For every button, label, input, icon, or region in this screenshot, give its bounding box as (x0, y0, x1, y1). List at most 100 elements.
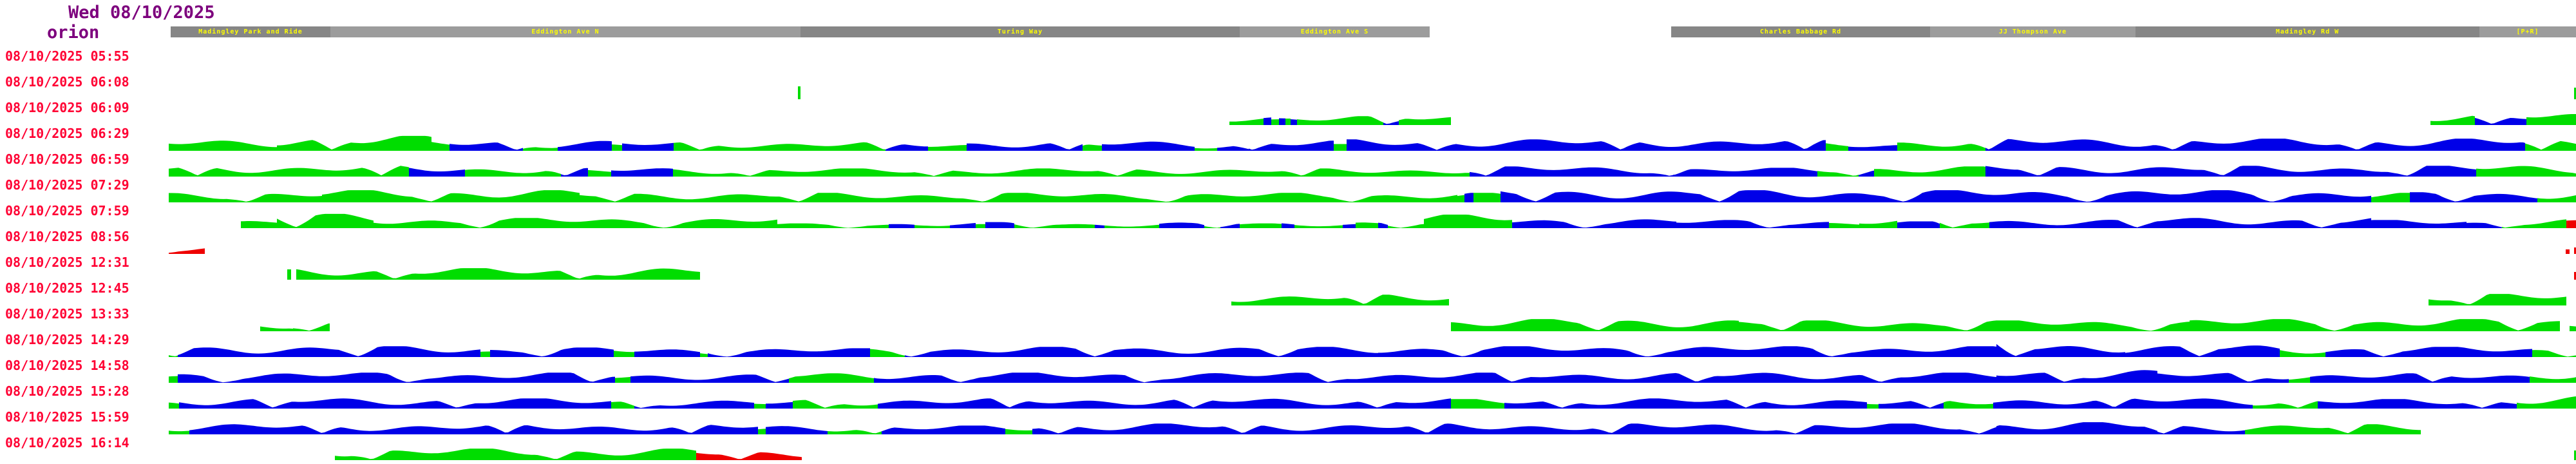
speed-band-segment (754, 403, 766, 409)
title-date: Wed 08/10/2025 (68, 3, 215, 23)
speed-band-segment (2502, 219, 2566, 228)
speed-band-segment (2245, 424, 2421, 434)
speed-band-segment (2475, 117, 2526, 125)
journey-timestamp: 08/10/2025 06:29 (5, 126, 129, 141)
speed-band-segment (1264, 117, 1271, 125)
speed-band-segment (169, 140, 277, 151)
journey-timestamp: 08/10/2025 15:59 (5, 409, 129, 425)
speed-band-segment (976, 224, 985, 228)
speed-band-segment (178, 346, 480, 357)
speed-band-segment (277, 213, 374, 228)
speed-band-segment (2574, 272, 2576, 280)
header-segment: Madingley Park and Ride (171, 26, 330, 37)
speed-band-segment (828, 430, 882, 434)
speed-band-segment (2566, 249, 2570, 254)
journey-timestamp: 08/10/2025 15:28 (5, 383, 129, 399)
speed-band-segment (2467, 222, 2502, 228)
speed-band-segment (1271, 119, 1279, 125)
speed-band-segment (1996, 343, 2125, 357)
speed-band-segment (1989, 220, 2138, 228)
speed-band-segment (882, 425, 1005, 434)
speed-band-segment (914, 225, 950, 228)
speed-band-segment (874, 372, 1996, 383)
speed-band-segment (2310, 373, 2530, 383)
speed-band-segment (798, 86, 800, 99)
speed-band-segment (2253, 401, 2318, 409)
speed-band-segment (1032, 423, 1996, 434)
speed-band-segment (1817, 171, 1859, 177)
speed-band-segment (1005, 429, 1032, 434)
speed-band-segment (2138, 218, 2371, 228)
speed-band-segment (1383, 121, 1399, 125)
speed-band-segment (2371, 220, 2467, 228)
speed-band-segment (1996, 370, 2157, 383)
speed-band-segment (1217, 146, 1249, 151)
speed-band-segment (1451, 399, 1504, 409)
speed-band-segment (1159, 222, 1204, 228)
speed-band-segment (1897, 142, 1985, 151)
speed-band-segment (1470, 166, 1674, 177)
speed-band-segment (2574, 88, 2576, 99)
speed-band-segment (2566, 220, 2576, 228)
speed-band-segment (674, 142, 886, 151)
speed-band-segment (1291, 119, 1297, 125)
speed-band-segment (2157, 426, 2245, 434)
speed-band-segment (293, 323, 330, 331)
speed-band-segment (169, 166, 409, 177)
header-segment-label: Eddington Ave S (1300, 28, 1369, 35)
speed-band-segment (490, 347, 614, 357)
speed-band-segment (2318, 399, 2517, 409)
speed-band-segment (886, 144, 928, 151)
speed-band-segment (777, 223, 889, 228)
speed-band-segment (1859, 220, 1897, 228)
speed-band-segment (950, 223, 976, 228)
speed-band-segment (1102, 141, 1195, 151)
speed-band-segment (1897, 221, 1940, 228)
journey-timestamp: 08/10/2025 06:09 (5, 100, 129, 115)
speed-band-segment (1985, 139, 2525, 151)
header-segment: Charles Babbage Rd (1671, 26, 1930, 37)
speed-band-segment (1249, 140, 1334, 151)
header-segment-label: Charles Babbage Rd (1759, 28, 1842, 35)
header-segment: [P+R] (2479, 26, 2576, 37)
speed-band-segment (1996, 422, 2157, 434)
speed-band-segment (2429, 294, 2566, 305)
speed-band-segment (1829, 223, 1859, 228)
speed-band-segment (189, 424, 758, 434)
speed-band-segment (277, 135, 431, 151)
speed-band-segment (1501, 190, 2371, 202)
speed-band-segment (1451, 319, 1739, 331)
header-segment: Madingley Rd W (2136, 26, 2479, 37)
speed-band-segment (878, 398, 1451, 409)
speed-band-segment (178, 372, 615, 383)
speed-band-segment (169, 248, 205, 254)
speed-band-segment (561, 168, 588, 177)
speed-band-segment (1388, 224, 1424, 228)
speed-band-segment (2325, 347, 2532, 357)
speed-band-segment (1879, 401, 1944, 409)
speed-band-segment (241, 221, 277, 228)
speed-band-segment (1347, 139, 1826, 151)
speed-band-segment (634, 400, 754, 409)
speed-band-segment (2525, 140, 2576, 151)
app-name: orion (47, 23, 100, 43)
speed-band-segment (2280, 350, 2325, 357)
speed-band-segment (1674, 168, 1817, 177)
speed-band-segment (169, 376, 178, 383)
speed-band-segment (1285, 119, 1291, 125)
speed-band-segment (700, 353, 708, 357)
speed-band-segment (793, 400, 878, 409)
speed-band-segment (1399, 117, 1451, 125)
speed-band-segment (169, 193, 322, 202)
speed-band-segment (789, 373, 874, 383)
speed-band-segment (2125, 345, 2280, 357)
speed-band-segment (588, 169, 611, 177)
speed-band-segment (1826, 143, 1848, 151)
speed-band-segment (708, 348, 870, 357)
speed-band-segment (905, 347, 1378, 357)
speed-band-segment (322, 190, 580, 202)
journey-timestamp: 08/10/2025 12:45 (5, 280, 129, 296)
speed-band-segment (2430, 115, 2475, 125)
